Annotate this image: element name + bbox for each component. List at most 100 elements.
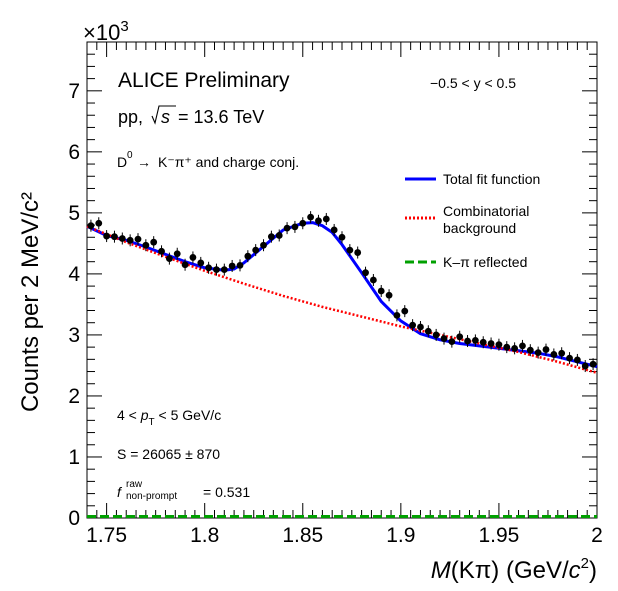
y-tick-label: 5 (68, 202, 80, 225)
data-point (236, 261, 244, 269)
x-axis-title: M(Kπ) (GeV/c2) (431, 555, 597, 584)
data-point (291, 223, 299, 231)
x-tick-label: 2 (591, 524, 603, 547)
data-point (220, 266, 228, 274)
data-point (558, 349, 566, 357)
data-point (354, 249, 362, 256)
data-point (87, 222, 95, 230)
svg-text:f: f (117, 484, 123, 500)
data-point (424, 327, 432, 335)
data-point (456, 333, 464, 341)
data-point (315, 217, 322, 225)
legend: Total fit function Combinatorial backgro… (405, 171, 540, 270)
x-tick-label: 1.75 (86, 524, 127, 547)
data-point (519, 342, 526, 350)
data-point (307, 213, 315, 221)
svg-text:D: D (117, 154, 127, 170)
data-point (573, 356, 581, 364)
x-tick-label: 1.8 (190, 524, 219, 547)
decay-label: D 0 → K⁻π⁺ and charge conj. (117, 150, 299, 170)
data-point (228, 262, 236, 270)
svg-text:s: s (161, 107, 170, 127)
legend-label-background: Combinatorial (443, 203, 529, 219)
svg-text:raw: raw (126, 479, 143, 490)
svg-text:= 0.531: = 0.531 (203, 484, 250, 500)
svg-text:K⁻π⁺ and charge conj.: K⁻π⁺ and charge conj. (158, 154, 299, 170)
data-point (401, 307, 409, 315)
fit-curves (86, 221, 598, 518)
y-multiplier: ×103 (83, 18, 129, 45)
data-point (275, 232, 283, 239)
axis-ticks (87, 42, 598, 519)
data-point (181, 261, 189, 269)
y-tick-label: 7 (68, 80, 80, 103)
y-tick-label: 4 (68, 263, 80, 286)
data-point (534, 349, 542, 357)
data-point (165, 255, 173, 263)
y-tick-label: 6 (68, 141, 80, 164)
data-point (432, 331, 440, 339)
svg-text:4 < pT < 5 GeV/c: 4 < pT < 5 GeV/c (117, 407, 221, 428)
data-point (346, 246, 354, 254)
data-point (103, 232, 111, 240)
data-point (550, 351, 558, 358)
data-point (330, 226, 338, 234)
y-tick-label: 2 (68, 385, 80, 408)
legend-label-background-2: background (443, 220, 516, 236)
data-point (589, 360, 597, 368)
x-tick-labels: 1.75 1.8 1.85 1.9 1.95 2 (86, 524, 603, 547)
data-point (150, 238, 158, 246)
data-point (440, 335, 448, 342)
data-point (322, 215, 330, 223)
pt-range-label: 4 < pT < 5 GeV/c (117, 407, 221, 428)
data-point (448, 338, 456, 346)
data-point (299, 219, 307, 227)
data-point (205, 264, 213, 272)
x-tick-label: 1.85 (282, 524, 323, 547)
data-point (362, 269, 369, 277)
data-point (495, 341, 503, 349)
data-point (142, 241, 150, 249)
y-tick-labels: 0 1 2 3 4 5 6 7 (68, 80, 80, 530)
data-point (118, 235, 126, 242)
y-tick-label: 1 (68, 446, 80, 469)
data-point (260, 241, 267, 249)
svg-text:= 13.6 TeV: = 13.6 TeV (178, 107, 264, 127)
data-point (464, 337, 471, 345)
svg-text:pp,: pp, (118, 107, 143, 127)
fraction-label: f raw non-prompt = 0.531 (117, 479, 250, 502)
background-curve (86, 225, 598, 375)
experiment-label: ALICE Preliminary (118, 69, 290, 92)
data-point (338, 233, 346, 241)
data-point (283, 224, 291, 232)
data-point (526, 346, 534, 354)
y-axis-title: Counts per 2 MeV/c² (17, 192, 44, 412)
svg-text:→: → (137, 154, 151, 170)
data-point (267, 233, 275, 241)
x-tick-label: 1.95 (478, 524, 519, 547)
data-point (409, 321, 417, 329)
rapidity-label: −0.5 < y < 0.5 (430, 75, 516, 91)
data-point (134, 235, 142, 243)
legend-label-total-fit: Total fit function (443, 171, 540, 187)
data-point (126, 236, 134, 244)
svg-text:non-prompt: non-prompt (126, 491, 177, 502)
data-point (542, 346, 550, 353)
data-points (87, 211, 597, 373)
data-point (197, 259, 205, 267)
data-point (377, 287, 385, 295)
data-point (189, 254, 197, 261)
data-point (479, 338, 487, 346)
data-point (158, 247, 165, 255)
y-tick-label: 0 (68, 507, 80, 530)
svg-text:0: 0 (127, 150, 133, 161)
data-point (487, 340, 495, 347)
energy-label: pp, s = 13.6 TeV (118, 105, 264, 127)
data-point (566, 354, 573, 362)
data-point (393, 311, 401, 319)
data-point (581, 362, 589, 370)
y-tick-label: 3 (68, 324, 80, 347)
data-point (417, 323, 424, 331)
data-point (213, 266, 220, 274)
data-point (369, 276, 377, 284)
